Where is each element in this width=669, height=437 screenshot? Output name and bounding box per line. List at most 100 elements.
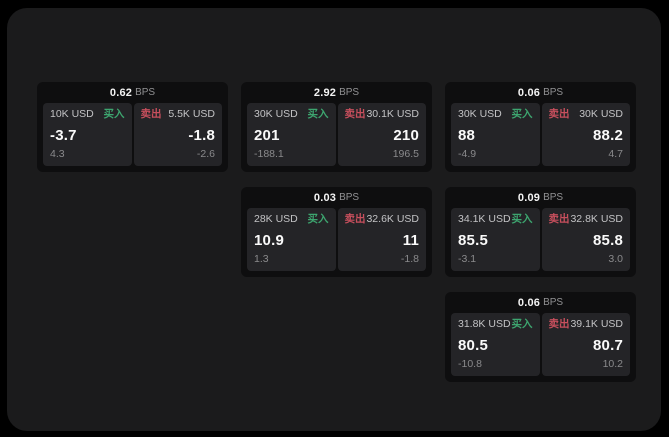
spread-bps-unit: BPS bbox=[339, 192, 360, 203]
sell-size: 30K USD bbox=[579, 108, 623, 120]
sell-top-row: 卖出 30K USD bbox=[548, 108, 624, 121]
quotes-grid: 0.62 BPS 10K USD 买入 -3.7 4.3 卖出 5.5K USD… bbox=[37, 82, 636, 382]
sell-quote-panel[interactable]: 卖出 5.5K USD -1.8 -2.6 bbox=[133, 103, 222, 166]
buy-price: 201 bbox=[254, 126, 280, 144]
card-header: 0.09 BPS bbox=[445, 187, 636, 208]
buy-top-row: 34.1K USD 买入 bbox=[458, 213, 533, 226]
spread-bps-value: 0.06 bbox=[517, 86, 541, 99]
buy-label: 买入 bbox=[307, 108, 329, 120]
card-body: 10K USD 买入 -3.7 4.3 卖出 5.5K USD -1.8 -2.… bbox=[37, 103, 228, 172]
sell-label: 卖出 bbox=[344, 108, 366, 120]
spread-bps-value: 2.92 bbox=[313, 86, 337, 99]
sell-quote-panel[interactable]: 卖出 32.6K USD 11 -1.8 bbox=[337, 208, 426, 271]
buy-quote-panel[interactable]: 10K USD 买入 -3.7 4.3 bbox=[43, 103, 132, 166]
sell-top-row: 卖出 5.5K USD bbox=[140, 108, 216, 121]
buy-top-row: 31.8K USD 买入 bbox=[458, 318, 533, 331]
sell-delta: -2.6 bbox=[196, 148, 215, 161]
card-body: 31.8K USD 买入 80.5 -10.8 卖出 39.1K USD 80.… bbox=[445, 313, 636, 382]
card-header: 0.06 BPS bbox=[445, 292, 636, 313]
quote-card: 0.09 BPS 34.1K USD 买入 85.5 -3.1 卖出 32.8K… bbox=[445, 187, 636, 277]
sell-label: 卖出 bbox=[548, 213, 570, 225]
buy-quote-panel[interactable]: 30K USD 买入 88 -4.9 bbox=[451, 103, 540, 166]
sell-size: 30.1K USD bbox=[366, 108, 419, 120]
buy-top-row: 30K USD 买入 bbox=[458, 108, 533, 121]
sell-price: 210 bbox=[393, 126, 419, 144]
buy-label: 买入 bbox=[511, 318, 533, 330]
buy-delta: -3.1 bbox=[458, 253, 477, 266]
buy-size: 10K USD bbox=[50, 108, 94, 120]
spread-bps-value: 0.62 bbox=[109, 86, 133, 99]
spread-bps-value: 0.03 bbox=[313, 191, 337, 204]
buy-delta: -4.9 bbox=[458, 148, 477, 161]
card-header: 0.62 BPS bbox=[37, 82, 228, 103]
sell-quote-panel[interactable]: 卖出 30.1K USD 210 196.5 bbox=[337, 103, 426, 166]
card-body: 28K USD 买入 10.9 1.3 卖出 32.6K USD 11 -1.8 bbox=[241, 208, 432, 277]
sell-price: 85.8 bbox=[593, 231, 623, 249]
sell-delta: 10.2 bbox=[602, 358, 623, 371]
sell-delta: 3.0 bbox=[608, 253, 623, 266]
sell-quote-panel[interactable]: 卖出 32.8K USD 85.8 3.0 bbox=[541, 208, 630, 271]
sell-label: 卖出 bbox=[140, 108, 162, 120]
sell-label: 卖出 bbox=[548, 318, 570, 330]
buy-size: 34.1K USD bbox=[458, 213, 511, 225]
quote-card: 0.06 BPS 30K USD 买入 88 -4.9 卖出 30K USD 8… bbox=[445, 82, 636, 172]
spread-bps-value: 0.06 bbox=[517, 296, 541, 309]
buy-price: 10.9 bbox=[254, 231, 284, 249]
sell-delta: 4.7 bbox=[608, 148, 623, 161]
buy-size: 28K USD bbox=[254, 213, 298, 225]
sell-price: -1.8 bbox=[188, 126, 215, 144]
buy-size: 30K USD bbox=[254, 108, 298, 120]
buy-top-row: 10K USD 买入 bbox=[50, 108, 125, 121]
buy-quote-panel[interactable]: 28K USD 买入 10.9 1.3 bbox=[247, 208, 336, 271]
buy-size: 30K USD bbox=[458, 108, 502, 120]
buy-quote-panel[interactable]: 31.8K USD 买入 80.5 -10.8 bbox=[451, 313, 540, 376]
quote-card: 0.62 BPS 10K USD 买入 -3.7 4.3 卖出 5.5K USD… bbox=[37, 82, 228, 172]
buy-label: 买入 bbox=[511, 213, 533, 225]
card-body: 30K USD 买入 201 -188.1 卖出 30.1K USD 210 1… bbox=[241, 103, 432, 172]
buy-label: 买入 bbox=[103, 108, 125, 120]
card-body: 30K USD 买入 88 -4.9 卖出 30K USD 88.2 4.7 bbox=[445, 103, 636, 172]
sell-label: 卖出 bbox=[344, 213, 366, 225]
sell-top-row: 卖出 32.6K USD bbox=[344, 213, 420, 226]
buy-size: 31.8K USD bbox=[458, 318, 511, 330]
card-header: 0.06 BPS bbox=[445, 82, 636, 103]
spread-bps-unit: BPS bbox=[135, 87, 156, 98]
buy-delta: 4.3 bbox=[50, 148, 65, 161]
card-body: 34.1K USD 买入 85.5 -3.1 卖出 32.8K USD 85.8… bbox=[445, 208, 636, 277]
quote-card: 0.06 BPS 31.8K USD 买入 80.5 -10.8 卖出 39.1… bbox=[445, 292, 636, 382]
sell-quote-panel[interactable]: 卖出 39.1K USD 80.7 10.2 bbox=[541, 313, 630, 376]
buy-delta: -188.1 bbox=[254, 148, 284, 161]
sell-size: 5.5K USD bbox=[168, 108, 215, 120]
buy-delta: -10.8 bbox=[458, 358, 482, 371]
sell-delta: -1.8 bbox=[400, 253, 419, 266]
sell-price: 11 bbox=[402, 231, 419, 249]
buy-top-row: 28K USD 买入 bbox=[254, 213, 329, 226]
sell-delta: 196.5 bbox=[392, 148, 419, 161]
spread-bps-value: 0.09 bbox=[517, 191, 541, 204]
sell-size: 32.8K USD bbox=[570, 213, 623, 225]
card-header: 2.92 BPS bbox=[241, 82, 432, 103]
buy-delta: 1.3 bbox=[254, 253, 269, 266]
spread-bps-unit: BPS bbox=[543, 297, 564, 308]
buy-price: 80.5 bbox=[458, 336, 488, 354]
sell-size: 39.1K USD bbox=[570, 318, 623, 330]
quote-card: 0.03 BPS 28K USD 买入 10.9 1.3 卖出 32.6K US… bbox=[241, 187, 432, 277]
quote-card: 2.92 BPS 30K USD 买入 201 -188.1 卖出 30.1K … bbox=[241, 82, 432, 172]
sell-price: 80.7 bbox=[593, 336, 623, 354]
buy-price: 88 bbox=[458, 126, 476, 144]
buy-quote-panel[interactable]: 30K USD 买入 201 -188.1 bbox=[247, 103, 336, 166]
sell-label: 卖出 bbox=[548, 108, 570, 120]
sell-quote-panel[interactable]: 卖出 30K USD 88.2 4.7 bbox=[541, 103, 630, 166]
sell-top-row: 卖出 30.1K USD bbox=[344, 108, 420, 121]
spread-bps-unit: BPS bbox=[543, 87, 564, 98]
card-header: 0.03 BPS bbox=[241, 187, 432, 208]
sell-size: 32.6K USD bbox=[366, 213, 419, 225]
spread-bps-unit: BPS bbox=[543, 192, 564, 203]
buy-top-row: 30K USD 买入 bbox=[254, 108, 329, 121]
sell-price: 88.2 bbox=[593, 126, 623, 144]
buy-price: 85.5 bbox=[458, 231, 488, 249]
quotes-panel: 0.62 BPS 10K USD 买入 -3.7 4.3 卖出 5.5K USD… bbox=[7, 8, 661, 431]
buy-price: -3.7 bbox=[50, 126, 77, 144]
buy-quote-panel[interactable]: 34.1K USD 买入 85.5 -3.1 bbox=[451, 208, 540, 271]
buy-label: 买入 bbox=[511, 108, 533, 120]
